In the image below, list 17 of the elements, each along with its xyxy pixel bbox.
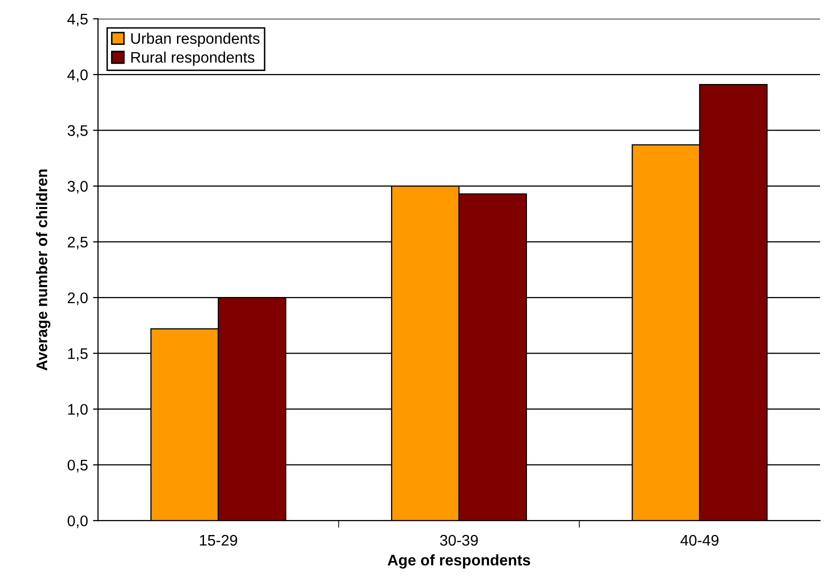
x-tick-label: 40-49 [680, 534, 718, 546]
y-tick-label: 0,0 [68, 515, 88, 528]
y-tick-label: 1,5 [68, 348, 88, 361]
y-tick-label: 3,0 [68, 180, 88, 194]
x-tick-label: 30-39 [440, 534, 478, 546]
y-tick-label: 4,5 [67, 14, 88, 26]
y-tick-label: 0,5 [68, 460, 88, 472]
y-axis-title: Average number of children [36, 169, 50, 370]
legend-label: Rural respondents [131, 52, 254, 66]
y-tick-label: 2,5 [68, 236, 88, 250]
y-tick-label: 4,0 [67, 69, 88, 82]
y-tick-label: 3,5 [68, 125, 88, 138]
x-tick-label: 15-29 [200, 534, 238, 546]
y-tick-label: 2,0 [68, 292, 88, 306]
legend-label: Urban respondents [131, 32, 260, 47]
y-tick-label: 1,0 [68, 404, 88, 417]
x-axis-title: Age of respondents [388, 554, 530, 569]
